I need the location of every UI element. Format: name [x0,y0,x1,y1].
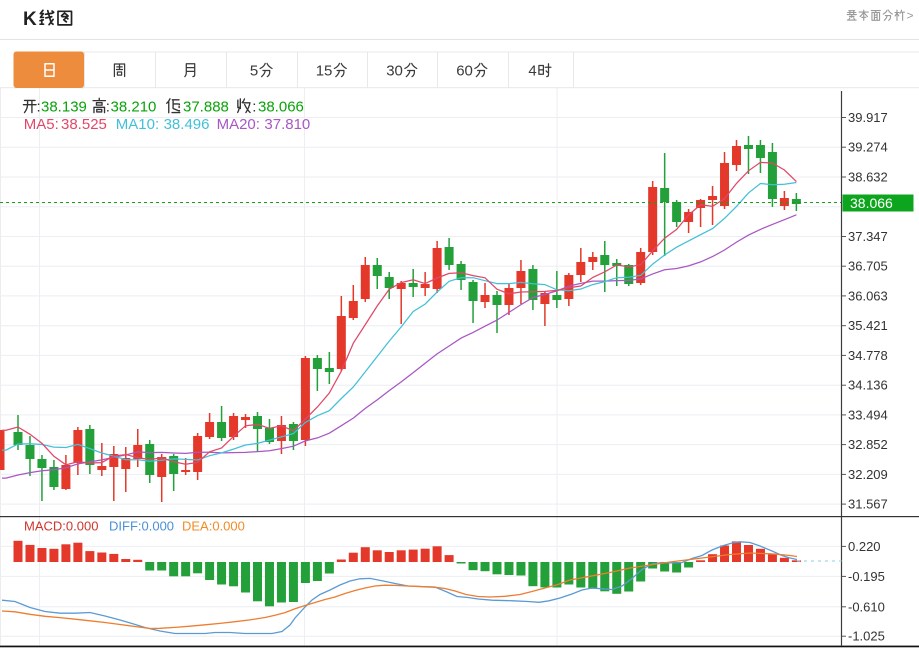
svg-text:37.347: 37.347 [848,229,888,244]
svg-text:60: 60 [456,63,473,80]
svg-text:34.136: 34.136 [848,378,888,393]
svg-text::: : [177,99,181,116]
svg-text:-0.195: -0.195 [848,569,885,584]
svg-text:30: 30 [386,63,403,80]
svg-text:MACD:0.000: MACD:0.000 [24,519,98,534]
svg-text:36.705: 36.705 [848,259,888,274]
svg-text:35.421: 35.421 [848,318,888,333]
svg-text:33.494: 33.494 [848,407,888,422]
svg-text:39.274: 39.274 [848,140,888,155]
svg-text:38.066: 38.066 [850,195,893,211]
svg-text::: : [252,99,256,116]
svg-text:38.632: 38.632 [848,170,888,185]
svg-text:>: > [907,9,914,23]
svg-text:31.567: 31.567 [848,497,888,512]
svg-text::: : [37,99,41,116]
svg-text:38.210: 38.210 [111,99,157,116]
svg-text:-1.025: -1.025 [848,629,885,644]
svg-text:38.496: 38.496 [164,116,210,133]
svg-text:38.066: 38.066 [258,99,304,116]
svg-text:MA20:: MA20: [217,116,260,133]
svg-text:36.063: 36.063 [848,288,888,303]
svg-text:32.209: 32.209 [848,467,888,482]
svg-text:32.852: 32.852 [848,437,888,452]
svg-text:0.220: 0.220 [848,539,881,554]
svg-text:MA5:: MA5: [24,116,59,133]
svg-text:39.917: 39.917 [848,110,888,125]
svg-text:K: K [23,9,37,30]
svg-text::: : [106,99,110,116]
svg-text:34.778: 34.778 [848,348,888,363]
svg-text:38.139: 38.139 [41,99,87,116]
svg-text:4: 4 [528,63,536,80]
svg-text:DEA:0.000: DEA:0.000 [182,519,245,534]
svg-text:MA10:: MA10: [116,116,159,133]
svg-text:37.810: 37.810 [264,116,310,133]
svg-text:5: 5 [250,63,258,80]
svg-text:37.888: 37.888 [183,99,229,116]
svg-text:DIFF:0.000: DIFF:0.000 [109,519,174,534]
svg-text:-0.610: -0.610 [848,599,885,614]
svg-text:15: 15 [316,63,333,80]
svg-text:38.525: 38.525 [61,116,107,133]
